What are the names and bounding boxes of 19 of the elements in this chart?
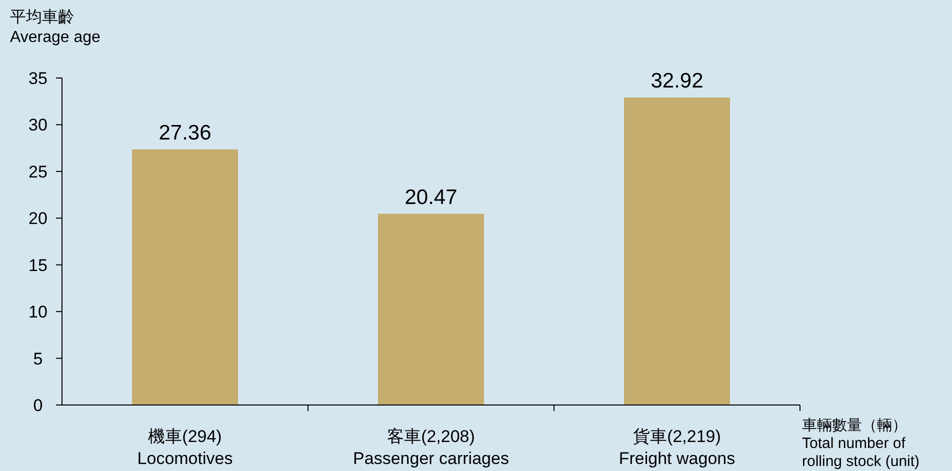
bar <box>624 97 730 405</box>
data-label: 32.92 <box>650 69 704 92</box>
x-axis-title: 車輛數量（輛） Total number of rolling stock (unit) <box>802 417 920 470</box>
bar <box>132 149 238 405</box>
y-axis-title: 平均車齡 Average age <box>10 8 101 46</box>
y-tick-label: 10 <box>28 302 48 322</box>
x-tick-label: 貨車(2,219) Freight wagons <box>618 427 736 468</box>
y-tick-label: 35 <box>28 69 48 88</box>
y-tick-label: 5 <box>33 349 43 368</box>
data-label: 27.36 <box>158 121 212 144</box>
x-tick-label: 機車(294) Locomotives <box>137 427 233 468</box>
y-tick-label: 15 <box>28 256 48 275</box>
y-tick-label: 30 <box>28 116 48 135</box>
data-label: 20.47 <box>404 186 458 209</box>
y-tick-label: 25 <box>28 162 48 182</box>
y-tick-label: 20 <box>28 209 48 228</box>
bar <box>378 214 484 405</box>
y-tick-label: 0 <box>33 396 43 415</box>
x-tick-label: 客車(2,208) Passenger carriages <box>353 427 509 468</box>
